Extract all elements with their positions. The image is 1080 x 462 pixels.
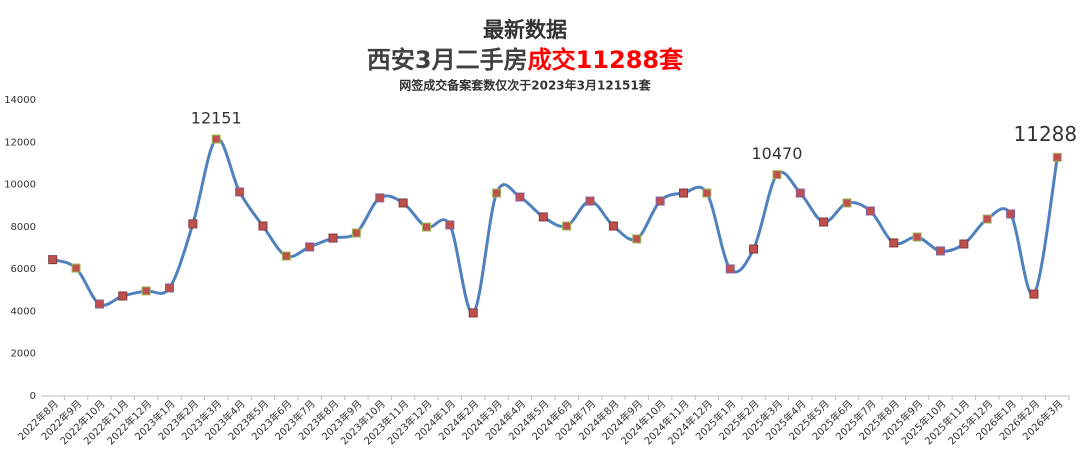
marker <box>562 221 572 231</box>
data-label: 12151 <box>191 109 242 128</box>
marker <box>936 246 945 256</box>
marker <box>1052 152 1062 162</box>
marker <box>538 212 548 222</box>
marker <box>702 188 712 198</box>
data-label: 11288 <box>1014 122 1078 146</box>
y-tick-label: 12000 <box>4 137 36 148</box>
marker <box>94 299 104 309</box>
data-label: 10470 <box>752 144 803 163</box>
marker <box>351 228 361 238</box>
marker <box>281 251 291 261</box>
marker <box>468 308 478 318</box>
marker <box>772 170 782 180</box>
marker <box>679 188 688 198</box>
y-tick-label: 14000 <box>4 95 36 106</box>
marker <box>842 198 852 208</box>
chart-title2: 西安3月二手房成交11288套 <box>367 46 684 74</box>
y-tick-label: 2000 <box>11 349 36 360</box>
marker <box>305 242 315 252</box>
y-tick-label: 8000 <box>11 222 36 233</box>
chart-title: 最新数据 <box>483 18 567 42</box>
marker <box>515 192 525 202</box>
marker <box>749 244 759 254</box>
marker <box>235 187 245 197</box>
marker <box>795 188 805 198</box>
y-tick-label: 6000 <box>11 264 36 275</box>
marker <box>118 291 128 301</box>
marker <box>398 198 408 208</box>
marker <box>865 206 875 216</box>
chart-subtitle: 网签成交备案套数仅次于2023年3月12151套 <box>399 78 651 93</box>
marker <box>258 221 268 231</box>
marker <box>912 232 922 242</box>
y-tick-label: 10000 <box>4 180 36 191</box>
marker <box>608 221 618 231</box>
marker <box>211 134 221 144</box>
marker <box>445 220 455 230</box>
marker <box>422 222 431 232</box>
y-tick-label: 0 <box>30 391 36 402</box>
marker <box>141 286 151 296</box>
marker <box>492 188 502 198</box>
marker <box>889 238 899 248</box>
marker <box>165 283 174 293</box>
marker <box>655 196 665 206</box>
marker <box>71 263 81 273</box>
title-part: 西安3月二手房 <box>367 46 528 74</box>
title-highlight: 成交11288套 <box>528 46 684 74</box>
marker <box>632 234 642 244</box>
marker <box>585 196 595 206</box>
y-tick-label: 4000 <box>11 306 36 317</box>
marker <box>1029 289 1039 299</box>
marker <box>959 239 969 249</box>
marker <box>1006 209 1016 219</box>
marker <box>982 214 992 224</box>
marker <box>188 219 198 229</box>
marker <box>819 217 829 227</box>
marker <box>328 233 338 243</box>
marker <box>725 264 735 274</box>
marker <box>48 255 58 265</box>
marker <box>375 193 385 203</box>
